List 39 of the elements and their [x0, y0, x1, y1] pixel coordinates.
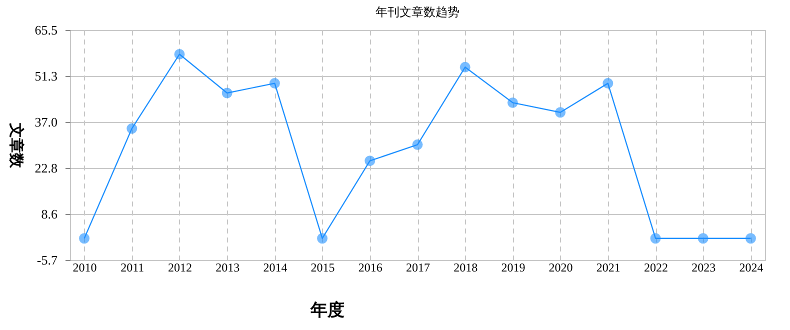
point — [698, 233, 708, 244]
x-tick-label: 2017 — [406, 260, 430, 274]
x-tick-label: 2019 — [501, 260, 526, 274]
point — [174, 48, 185, 60]
y-axis-title: 文章数 — [8, 122, 26, 169]
point — [364, 156, 376, 166]
point — [507, 97, 518, 108]
point — [269, 78, 280, 89]
x-tick-label: 2020 — [548, 260, 573, 274]
x-tick-label: 2024 — [739, 260, 764, 274]
x-tick-label: 2016 — [358, 260, 382, 274]
x-tick-label: 2013 — [216, 260, 240, 274]
chart-title: 年刊文章数趋势 — [376, 5, 460, 19]
point — [222, 88, 232, 98]
y-tick-label: 51.3 — [34, 68, 58, 84]
point — [317, 233, 328, 244]
x-tick-label: 2010 — [72, 260, 97, 274]
point — [602, 78, 614, 89]
point — [555, 107, 566, 118]
x-tick-label: 2021 — [596, 260, 620, 274]
x-axis-title: 年度 — [310, 300, 344, 320]
point — [126, 123, 138, 134]
x-tick-label: 2012 — [168, 260, 192, 274]
x-tick-label: 2023 — [692, 260, 716, 274]
x-tick-label: 2011 — [120, 260, 144, 274]
y-tick-label: 8.6 — [41, 206, 58, 222]
y-tick-label: -5.7 — [36, 252, 58, 268]
x-tick-label: 2014 — [263, 260, 288, 274]
x-tick-label: 2022 — [644, 260, 668, 274]
point — [745, 233, 756, 244]
y-tick-label: 65.5 — [34, 22, 58, 38]
point — [460, 62, 470, 72]
point — [650, 233, 661, 244]
x-tick-label: 2018 — [454, 260, 478, 274]
y-tick-label: 37.0 — [34, 114, 58, 130]
point — [79, 233, 90, 244]
y-tick-label: 22.8 — [34, 160, 58, 176]
x-tick-label: 2015 — [310, 260, 335, 274]
point — [412, 139, 423, 150]
